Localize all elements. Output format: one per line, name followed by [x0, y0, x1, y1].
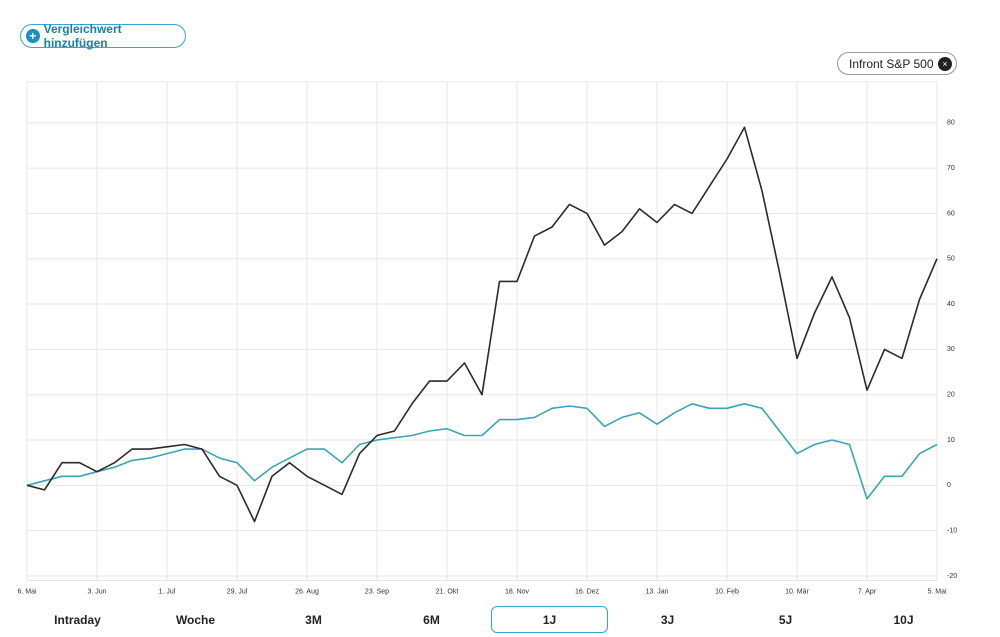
- x-tick-label: 10. Feb: [715, 588, 739, 595]
- line-series: [26, 126, 938, 523]
- y-tick-label: 50: [947, 256, 955, 263]
- remove-icon[interactable]: ×: [938, 56, 952, 71]
- y-tick-label: 10: [947, 437, 955, 444]
- range-tab[interactable]: 3J: [660, 612, 675, 627]
- x-tick-label: 1. Jul: [159, 588, 176, 595]
- range-tab[interactable]: 5J: [778, 612, 793, 627]
- x-tick-label: 21. Okt: [436, 588, 459, 595]
- range-tab[interactable]: 3M: [305, 612, 322, 627]
- legend-chip[interactable]: Infront S&P 500 ×: [837, 52, 957, 75]
- y-tick-label: 60: [947, 210, 955, 217]
- y-tick-label: 40: [947, 301, 955, 308]
- plot-frame: [26, 81, 938, 581]
- x-tick-label: 3. Jun: [87, 588, 106, 595]
- chart: 6. Mai 3. Jun 1. Jul 29. Jul 26. Aug 23. Sep 2…: [17, 81, 957, 595]
- y-tick-label: 30: [947, 346, 955, 353]
- range-tab[interactable]: Woche: [175, 612, 216, 627]
- y-tick-label: -10: [947, 527, 957, 534]
- range-tab[interactable]: 6M: [423, 612, 440, 627]
- range-tab[interactable]: 1J: [491, 606, 608, 633]
- legend-label: Infront S&P 500: [849, 56, 934, 71]
- x-tick-label: 23. Sep: [365, 588, 389, 595]
- x-tick-label: 13. Jan: [646, 588, 669, 595]
- y-tick-label: -20: [947, 573, 957, 580]
- y-tick-label: 80: [947, 120, 955, 127]
- y-tick-label: 20: [947, 392, 955, 399]
- y-tick-label: 70: [947, 165, 955, 172]
- x-tick-label: 7. Apr: [858, 588, 877, 595]
- add-compare-label: Vergleichwert hinzufügen: [43, 22, 122, 50]
- add-compare-button[interactable]: + Vergleichwert hinzufügen: [20, 22, 186, 50]
- x-tick-label: 29. Jul: [227, 588, 248, 595]
- x-tick-label: 18. Nov: [505, 588, 530, 595]
- x-tick-label: 5. Mai: [927, 588, 947, 595]
- y-tick-label: 0: [947, 482, 951, 489]
- range-tab[interactable]: 10J: [893, 612, 914, 627]
- x-tick-label: 6. Mai: [17, 588, 37, 595]
- x-tick-label: 26. Aug: [295, 588, 319, 595]
- x-tick-label: 10. Mär: [785, 588, 809, 595]
- range-tab[interactable]: Intraday: [54, 612, 101, 627]
- x-tick-label: 16. Dez: [575, 588, 600, 595]
- line-series: [26, 403, 938, 500]
- plus-icon: +: [26, 29, 40, 43]
